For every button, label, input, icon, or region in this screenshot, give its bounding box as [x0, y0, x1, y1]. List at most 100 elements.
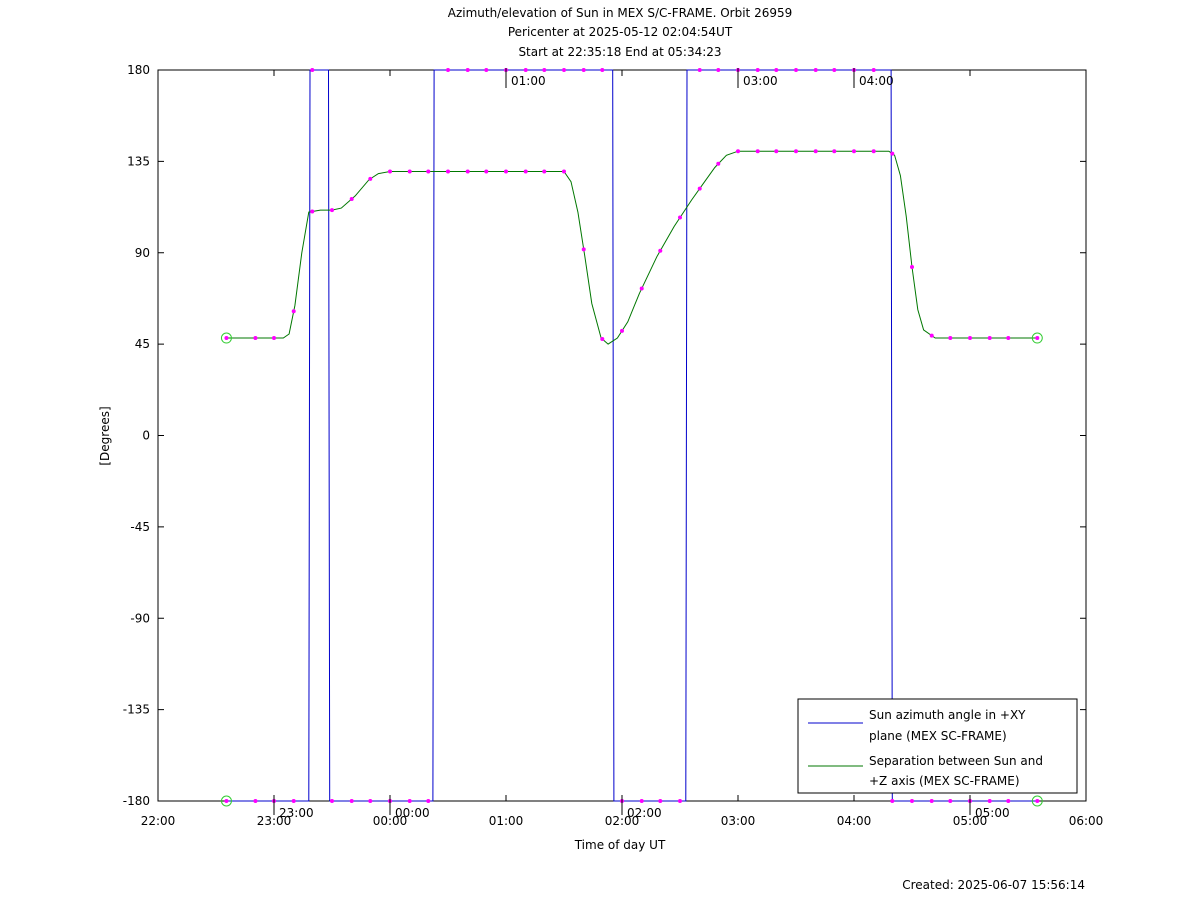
marker-1-18	[581, 247, 586, 252]
x-tick-label-6: 04:00	[837, 814, 872, 828]
hour-mark-top-label-1: 03:00	[743, 74, 778, 88]
chart-title: Azimuth/elevation of Sun in MEX S/C-FRAM…	[448, 6, 793, 59]
marker-0-31	[832, 68, 837, 72]
marker-0-40	[1006, 799, 1011, 803]
marker-0-39	[987, 799, 992, 803]
marker-1-4	[310, 209, 315, 214]
marker-1-39	[987, 336, 992, 341]
x-tick-label-1: 23:00	[257, 814, 292, 828]
marker-1-30	[813, 149, 818, 154]
marker-1-19	[600, 337, 605, 342]
hour-mark-top-label-2: 04:00	[859, 74, 894, 88]
x-tick-label-5: 03:00	[721, 814, 756, 828]
chart-title-line-2: Pericenter at 2025-05-12 02:04:54UT	[508, 25, 733, 39]
marker-1-20	[620, 328, 624, 333]
legend-label-azimuth-line-2: plane (MEX SC-FRAME)	[869, 729, 1007, 743]
marker-0-34	[890, 799, 895, 803]
hour-mark-bottom-label-1: 00:00	[395, 806, 430, 820]
marker-1-27	[755, 149, 760, 154]
marker-1-21	[639, 286, 644, 291]
legend-label-azimuth-line-1: Sun azimuth angle in +XY	[869, 708, 1026, 722]
marker-1-13	[484, 169, 489, 174]
x-tick-label-3: 01:00	[489, 814, 524, 828]
marker-0-5	[330, 799, 334, 803]
marker-0-0	[224, 799, 229, 803]
marker-1-35	[910, 264, 914, 269]
hour-mark-bottom-label-2: 02:00	[627, 806, 662, 820]
marker-0-22	[658, 799, 663, 803]
x-tick-label-8: 06:00	[1069, 814, 1104, 828]
marker-0-19	[600, 68, 605, 72]
marker-0-16	[542, 68, 547, 72]
marker-endpoint-0-0	[220, 795, 232, 807]
marker-1-25	[716, 161, 721, 166]
marker-1-9	[407, 169, 412, 174]
marker-1-1	[253, 336, 258, 341]
x-tick-label-2: 00:00	[373, 814, 408, 828]
y-axis-label: [Degrees]	[98, 406, 112, 465]
marker-0-3	[291, 799, 296, 803]
marker-0-27	[755, 68, 760, 72]
marker-1-24	[697, 186, 702, 191]
x-tick-label-0: 22:00	[141, 814, 176, 828]
marker-0-11	[446, 68, 450, 72]
x-tick-label-4: 02:00	[605, 814, 640, 828]
series-layer	[226, 69, 1038, 802]
series-line-0	[226, 69, 1038, 802]
y-tick-label-7: -135	[123, 703, 150, 717]
y-tick-label-3: 45	[135, 337, 150, 351]
marker-1-38	[968, 336, 972, 341]
marker-endpoint-1-0	[220, 332, 232, 344]
hour-mark-layer: 23:00 00:00 02:00 05:00 01:00 03:00 04:00	[273, 68, 1010, 820]
marker-1-34	[890, 151, 895, 156]
marker-1-2	[272, 336, 276, 341]
marker-0-33	[871, 68, 876, 72]
marker-0-21	[639, 799, 644, 803]
marker-1-29	[794, 149, 798, 154]
marker-1-17	[562, 169, 566, 174]
marker-1-22	[658, 248, 663, 253]
marker-0-4	[310, 68, 315, 72]
marker-layer	[220, 68, 1043, 807]
marker-0-41	[1035, 799, 1040, 803]
marker-0-9	[407, 799, 412, 803]
marker-0-24	[697, 68, 702, 72]
marker-0-17	[562, 68, 566, 72]
marker-1-37	[948, 336, 953, 341]
marker-1-41	[1035, 336, 1040, 341]
marker-0-23	[678, 799, 682, 803]
series-line-1	[226, 150, 1038, 345]
marker-1-11	[446, 169, 450, 174]
marker-1-33	[871, 149, 876, 154]
marker-1-28	[774, 149, 779, 154]
marker-1-3	[291, 309, 296, 314]
legend-box	[797, 698, 1078, 794]
marker-0-15	[523, 68, 528, 72]
y-tick-label-4: 0	[142, 429, 150, 443]
marker-0-1	[253, 799, 258, 803]
marker-1-6	[349, 196, 354, 201]
marker-0-10	[426, 799, 431, 803]
marker-0-35	[910, 799, 914, 803]
marker-1-0	[224, 336, 229, 341]
legend-label-separation-line-1: Separation between Sun and	[869, 754, 1043, 768]
y-tick-label-6: -90	[130, 611, 150, 625]
axis-ticks: 22:00 23:00 00:00 01:00 02:00 03:00 04:00 05:00…	[123, 63, 1104, 828]
marker-0-6	[349, 799, 354, 803]
marker-0-30	[813, 68, 818, 72]
plot-frame	[157, 69, 1087, 802]
hour-mark-bottom-label-0: 23:00	[279, 806, 314, 820]
legend-label-separation-line-2: +Z axis (MEX SC-FRAME)	[869, 774, 1020, 788]
x-axis-label: Time of day UT	[574, 838, 666, 852]
y-tick-label-1: 135	[127, 154, 150, 168]
marker-0-28	[774, 68, 779, 72]
marker-1-16	[542, 169, 547, 174]
marker-0-25	[716, 68, 721, 72]
marker-0-18	[581, 68, 586, 72]
marker-1-12	[465, 169, 470, 174]
marker-endpoint-1-41	[1031, 332, 1043, 344]
marker-1-23	[678, 215, 682, 220]
y-tick-label-5: -45	[130, 520, 150, 534]
legend: Sun azimuth angle in +XY plane (MEX SC-F…	[797, 698, 1078, 794]
